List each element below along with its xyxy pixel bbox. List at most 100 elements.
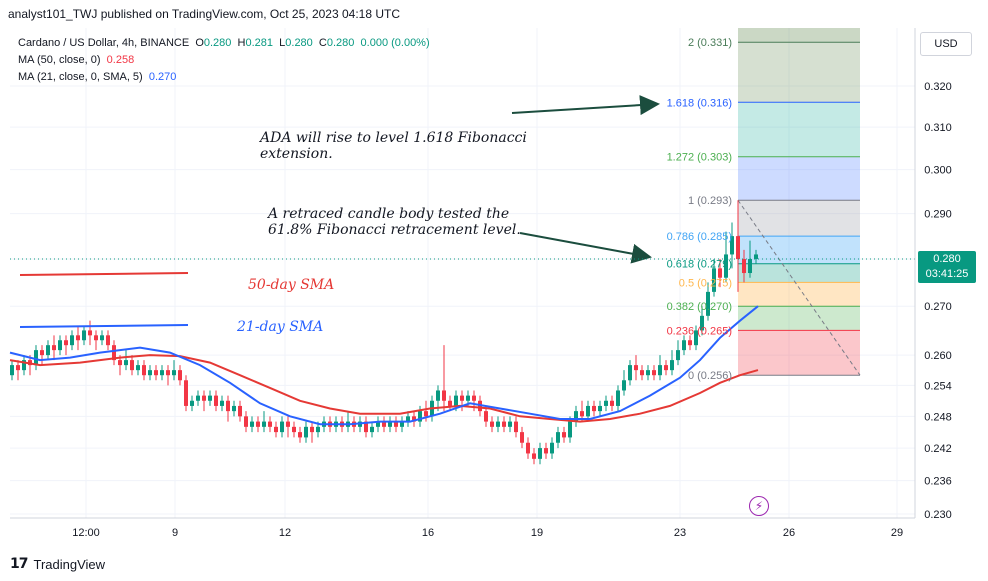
candle-body	[742, 259, 746, 274]
candle-body	[694, 330, 698, 346]
candle-body	[448, 400, 452, 406]
fib-level-label: 1.618 (0.316)	[667, 97, 732, 109]
candle-body	[460, 395, 464, 401]
candle-body	[190, 400, 194, 406]
candle-body	[604, 400, 608, 406]
candle-body	[256, 421, 260, 427]
candle-body	[550, 442, 554, 454]
candle-body	[406, 416, 410, 422]
candle-body	[376, 421, 380, 427]
candle-body	[298, 432, 302, 438]
price-tick-label: 0.300	[924, 165, 952, 177]
sma50-annotation[interactable]: 50-day SMA	[248, 277, 335, 293]
sma21-line	[9, 305, 759, 426]
currency-button[interactable]: USD	[920, 32, 972, 56]
candle-body	[184, 380, 188, 406]
tradingview-logo-icon: 17	[10, 556, 29, 572]
price-tick-label: 0.236	[924, 476, 952, 488]
price-tick-label: 0.310	[924, 122, 952, 134]
open-label: O	[195, 37, 204, 49]
publisher-line: analyst101_TWJ published on TradingView.…	[8, 7, 400, 21]
fib-zone	[738, 263, 860, 283]
candle-body	[208, 395, 212, 401]
candle-body	[454, 395, 458, 406]
candle-body	[634, 365, 638, 371]
candle-body	[262, 421, 266, 427]
price-axis: 0.3200.3100.3000.2900.2800.2700.2600.254…	[914, 28, 952, 521]
candle-body	[424, 411, 428, 417]
candle-body	[730, 236, 734, 255]
sma21-annotation[interactable]: 21-day SMA	[237, 319, 324, 335]
time-tick-label: 16	[422, 527, 434, 539]
candle-body	[640, 370, 644, 376]
price-tick-label: 0.254	[924, 380, 952, 392]
candle-body	[142, 365, 146, 376]
candle-body	[400, 421, 404, 427]
candle-body	[82, 330, 86, 341]
fib-zone	[738, 102, 860, 157]
candle-body	[520, 432, 524, 443]
sma21-sample-line	[19, 324, 189, 328]
tradingview-brand[interactable]: 17 TradingView	[10, 556, 105, 572]
candle-body	[652, 370, 656, 376]
candle-body	[70, 335, 74, 346]
candle-body	[76, 335, 80, 341]
price-tick-label: 0.230	[924, 509, 952, 521]
candle-body	[736, 236, 740, 260]
candle-body	[412, 416, 416, 422]
candle-body	[22, 360, 26, 371]
candle-body	[214, 395, 218, 406]
candle-body	[112, 345, 116, 361]
candle-body	[490, 421, 494, 427]
candle-body	[124, 360, 128, 366]
arrow-to-618	[519, 232, 652, 264]
fib-level-label: 0 (0.256)	[688, 370, 732, 382]
candle-body	[52, 345, 56, 351]
annotation-retrace[interactable]: A retraced candle body tested the 61.8% …	[268, 206, 521, 238]
symbol-name[interactable]: Cardano / US Dollar, 4h, BINANCE	[18, 37, 190, 49]
time-tick-label: 29	[891, 527, 903, 539]
candle-body	[754, 254, 758, 260]
candle-body	[220, 400, 224, 406]
annotation-rise[interactable]: ADA will rise to level 1.618 Fibonacci e…	[260, 130, 527, 162]
candle-body	[538, 448, 542, 459]
candle-body	[598, 405, 602, 412]
lightning-icon[interactable]: ⚡	[749, 496, 769, 516]
candle-body	[238, 405, 242, 417]
candle-body	[724, 254, 728, 278]
last-price: 0.280	[933, 253, 961, 265]
candle-body	[136, 365, 140, 371]
candle-body	[568, 421, 572, 438]
candle-body	[532, 453, 536, 459]
bar-countdown: 03:41:25	[925, 268, 969, 280]
sma50-line	[9, 354, 759, 423]
candle-body	[712, 268, 716, 292]
candle-body	[160, 370, 164, 376]
candle-body	[232, 405, 236, 412]
candle-body	[196, 395, 200, 401]
candle-body	[118, 360, 122, 366]
annotation-rise-line-2: extension.	[260, 146, 333, 162]
fib-zone	[738, 156, 860, 201]
legend-ma21-row[interactable]: MA (21, close, 0, SMA, 5) 0.270	[18, 69, 430, 86]
time-tick-label: 26	[783, 527, 795, 539]
time-tick-label: 12	[279, 527, 291, 539]
low-value: 0.280	[285, 37, 313, 49]
candle-body	[676, 350, 680, 361]
annotation-retrace-line-2: 61.8% Fibonacci retracement level.	[268, 222, 521, 238]
candle-body	[94, 335, 98, 341]
close-label: C	[318, 37, 327, 49]
candle-body	[436, 390, 440, 401]
candle-body	[556, 432, 560, 443]
fib-level-label: 0.382 (0.270)	[667, 301, 732, 313]
candle-body	[502, 421, 506, 427]
legend-ma50-row[interactable]: MA (50, close, 0) 0.258	[18, 52, 430, 69]
candle-body	[226, 400, 230, 412]
candle-body	[250, 421, 254, 427]
candle-body	[202, 395, 206, 401]
candle-body	[280, 421, 284, 433]
candle-body	[46, 345, 50, 356]
fib-level-label: 0.236 (0.265)	[667, 325, 732, 337]
candle-body	[610, 400, 614, 406]
